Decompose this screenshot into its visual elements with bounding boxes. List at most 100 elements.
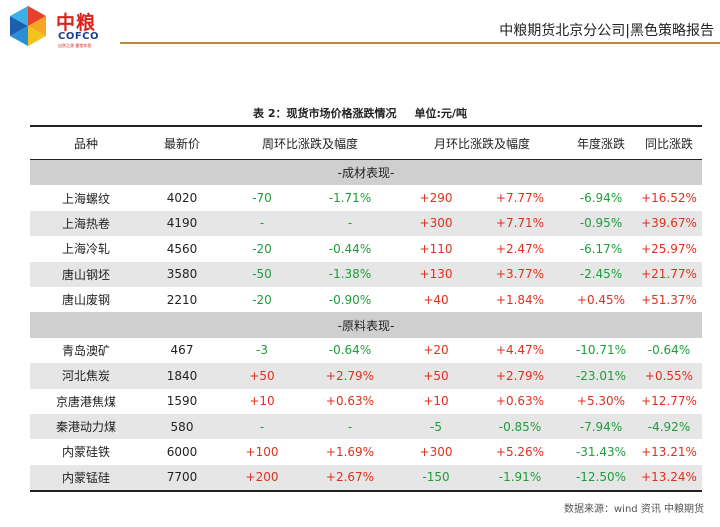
cell-price: 2210: [166, 292, 198, 307]
cell-yoy: +21.77%: [636, 261, 702, 287]
cell-ytd: -2.45%: [566, 261, 636, 287]
cell-monthly-pct: +2.47%: [495, 241, 545, 256]
cell-weekly-pct: -0.44%: [328, 241, 372, 256]
table-row: 京唐港焦煤 1590 +10 +0.63% +10 +0.63% +5.30% +12.77%: [30, 389, 702, 414]
cofco-logo: 中粮 COFCO 自然之源 重塑你我: [6, 4, 126, 48]
cell-weekly-change: -: [222, 413, 302, 440]
table-row: 上海热卷 4190- - +300 +7.71% -0.95% +39.67%: [30, 210, 702, 237]
cell-weekly-change: -20: [252, 292, 272, 307]
cell-weekly-pct: -0.64%: [328, 343, 372, 358]
table-caption: 表 2：现货市场价格涨跌情况 单位:元/吨: [0, 105, 720, 121]
report-title: 中粮期货北京分公司|黑色策略报告: [499, 23, 714, 39]
cell-monthly-pct: +2.79%: [474, 363, 566, 389]
spot-price-table: 品种 最新价 周环比涨跌及幅度 月环比涨跌及幅度 年度涨跌 同比涨跌 -成材表现…: [30, 125, 702, 493]
cell-weekly-change: -70: [252, 191, 272, 206]
cell-ytd: -7.94%: [566, 413, 636, 440]
col-header-yoy: 同比涨跌: [636, 125, 702, 160]
cell-ytd: +5.30%: [576, 394, 626, 409]
cell-monthly-change: +300: [398, 210, 474, 237]
cell-ytd: -31.43%: [575, 444, 627, 459]
cell-name: 上海螺纹: [61, 191, 110, 206]
table-caption-unit: 单位:元/吨: [414, 107, 467, 120]
table-body: -成材表现- 上海螺纹 4020 -70 -1.71% +290 +7.77% -6.94% +…: [30, 159, 702, 493]
cell-monthly-change: +40: [423, 292, 449, 307]
cell-price: 580: [142, 413, 222, 440]
cell-monthly-pct: -0.85%: [474, 413, 566, 440]
cell-monthly-change: -150: [398, 464, 474, 493]
cell-price: 3580: [142, 261, 222, 287]
cell-ytd: -6.17%: [579, 241, 623, 256]
cell-weekly-pct: -: [302, 413, 398, 440]
table-row: 唐山钢坯 3580 -50 -1.38% +130 +3.77% -2.45% +21.77%: [30, 261, 702, 287]
cell-name: 唐山钢坯: [30, 261, 142, 287]
logo-slogan: 自然之源 重塑你我: [58, 43, 92, 48]
section-label: -原料表现-: [30, 312, 702, 338]
col-header-name: 品种: [30, 125, 142, 160]
cell-yoy: +25.97%: [641, 241, 697, 256]
cell-name: 内蒙锰硅: [30, 464, 142, 493]
cell-monthly-change: +290: [419, 191, 453, 206]
cell-monthly-change: +10: [423, 394, 449, 409]
cell-weekly-change: +10: [249, 394, 275, 409]
cell-weekly-change: -: [222, 210, 302, 237]
cell-name: 京唐港焦煤: [55, 394, 116, 409]
table-row: 内蒙硅铁 6000 +100 +1.69% +300 +5.26% -31.43% +13.2…: [30, 439, 702, 464]
cell-monthly-change: +300: [419, 444, 453, 459]
col-header-monthly: 月环比涨跌及幅度: [398, 125, 566, 160]
cell-ytd: -6.94%: [579, 191, 623, 206]
cell-weekly-pct: -0.90%: [328, 292, 372, 307]
cell-yoy: -0.64%: [647, 343, 691, 358]
cell-price: 4560: [166, 241, 198, 256]
cell-yoy: +12.77%: [641, 394, 697, 409]
cell-weekly-pct: -1.71%: [328, 191, 372, 206]
cell-name: 上海热卷: [30, 210, 142, 237]
cell-monthly-change: +20: [423, 343, 449, 358]
cell-name: 河北焦炭: [30, 363, 142, 389]
table-row: 河北焦炭 1840 +50 +2.79% +50 +2.79% -23.01% +0.55%: [30, 363, 702, 389]
cell-weekly-pct: -: [302, 210, 398, 237]
cell-weekly-change: -3: [256, 343, 268, 358]
cell-yoy: +13.24%: [636, 464, 702, 493]
cell-ytd: -0.95%: [566, 210, 636, 237]
cell-name: 上海冷轧: [61, 242, 110, 257]
cell-weekly-change: +200: [222, 464, 302, 493]
cell-monthly-pct: +7.77%: [495, 191, 545, 206]
table-row: 青岛澳矿 467 -3 -0.64% +20 +4.47% -10.71% -0.64%: [30, 338, 702, 363]
cell-yoy: -4.92%: [636, 413, 702, 440]
cell-price: 4190: [142, 210, 222, 237]
cell-weekly-pct: +1.69%: [325, 444, 375, 459]
table-row: 内蒙锰硅 7700 +200 +2.67% -150 -1.91% -12.50% +13.2…: [30, 464, 702, 493]
cell-price: 1840: [142, 363, 222, 389]
cell-monthly-change: +130: [398, 261, 474, 287]
cell-price: 4020: [166, 191, 198, 206]
cell-weekly-pct: +2.79%: [302, 363, 398, 389]
logo-chinese-text: 中粮: [56, 12, 97, 34]
cell-monthly-pct: +7.71%: [474, 210, 566, 237]
cell-monthly-pct: -1.91%: [474, 464, 566, 493]
cell-price: 467: [170, 343, 194, 358]
cell-weekly-pct: -1.38%: [302, 261, 398, 287]
cell-monthly-pct: +0.63%: [495, 394, 545, 409]
cell-name: 秦港动力煤: [30, 413, 142, 440]
cell-monthly-pct: +3.77%: [474, 261, 566, 287]
cell-weekly-change: -20: [252, 241, 272, 256]
col-header-ytd: 年度涨跌: [566, 125, 636, 160]
table-row: 上海螺纹 4020 -70 -1.71% +290 +7.77% -6.94% +16.52%: [30, 185, 702, 210]
cell-yoy: +0.55%: [636, 363, 702, 389]
cell-monthly-pct: +4.47%: [495, 343, 545, 358]
cell-weekly-change: +50: [222, 363, 302, 389]
source-note: 数据来源：wind 资讯 中粮期货: [564, 504, 704, 515]
cell-name: 唐山废钢: [61, 293, 110, 308]
cell-monthly-change: +50: [398, 363, 474, 389]
table-row: 秦港动力煤 580- - -5 -0.85% -7.94% -4.92%: [30, 413, 702, 440]
section-row: -原料表现-: [30, 312, 702, 338]
cell-price: 7700: [142, 464, 222, 493]
cell-monthly-change: -5: [398, 413, 474, 440]
cell-price: 1590: [166, 394, 198, 409]
section-row: -成材表现-: [30, 159, 702, 186]
table-header-row: 品种 最新价 周环比涨跌及幅度 月环比涨跌及幅度 年度涨跌 同比涨跌: [30, 125, 702, 160]
cell-yoy: +16.52%: [641, 191, 697, 206]
col-header-weekly: 周环比涨跌及幅度: [222, 125, 398, 160]
logo-english-text: COFCO: [58, 31, 100, 42]
cell-ytd: -12.50%: [566, 464, 636, 493]
